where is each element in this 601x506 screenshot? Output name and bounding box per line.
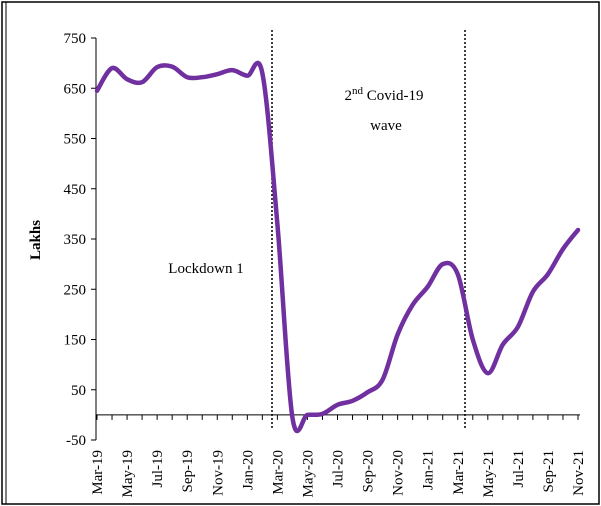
data-line <box>94 60 581 434</box>
annotation: 2nd Covid-19 <box>345 85 424 104</box>
x-tick-label: Jul-19 <box>150 450 166 488</box>
x-tick-label: May-19 <box>120 450 136 498</box>
annotation: wave <box>370 118 402 134</box>
y-tick-label: 50 <box>71 383 86 399</box>
annotation-part: Covid-19 <box>363 88 423 104</box>
y-tick-label: 750 <box>64 31 87 47</box>
x-tick-label: May-20 <box>300 450 316 498</box>
x-tick-label: Nov-21 <box>571 450 587 496</box>
x-tick-label: May-21 <box>481 450 497 498</box>
annotation: Lockdown 1 <box>168 261 243 277</box>
y-axis-label: Lakhs <box>28 220 44 260</box>
y-tick-label: 350 <box>64 232 87 248</box>
y-tick-label: 250 <box>64 282 87 298</box>
x-tick-label: Sep-19 <box>180 450 196 493</box>
x-tick-label: Mar-21 <box>451 450 467 495</box>
x-tick-label: Jan-21 <box>421 450 437 490</box>
y-tick-label: -50 <box>66 433 86 449</box>
x-tick-label: Sep-20 <box>361 450 377 493</box>
x-tick-label: Nov-20 <box>391 450 407 496</box>
x-tick-label: Sep-21 <box>541 450 557 493</box>
x-tick-label: Mar-19 <box>90 450 106 495</box>
annotation-part: nd <box>352 85 364 97</box>
x-tick-label: Nov-19 <box>210 450 226 496</box>
annotation-part: 2 <box>345 88 353 104</box>
x-tick-label: Jan-20 <box>240 450 256 490</box>
y-tick-label: 150 <box>64 333 87 349</box>
y-tick-label: 650 <box>64 81 87 97</box>
x-tick-label: Mar-20 <box>270 450 286 495</box>
x-tick-label: Jul-21 <box>511 450 527 488</box>
x-tick-label: Jul-20 <box>331 450 347 488</box>
y-tick-label: 450 <box>64 182 87 198</box>
y-tick-label: 550 <box>64 132 87 148</box>
